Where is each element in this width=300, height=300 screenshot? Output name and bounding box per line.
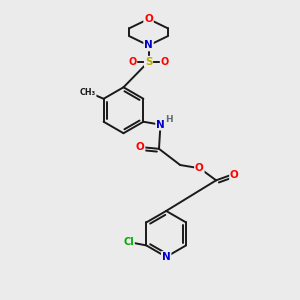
Text: N: N — [156, 120, 165, 130]
Text: S: S — [145, 57, 152, 67]
Text: N: N — [162, 252, 171, 262]
Text: N: N — [144, 40, 153, 50]
Text: CH₃: CH₃ — [80, 88, 96, 97]
Text: O: O — [230, 170, 239, 180]
Text: O: O — [128, 57, 136, 67]
Text: Cl: Cl — [123, 238, 134, 248]
Text: O: O — [144, 14, 153, 24]
Text: O: O — [136, 142, 145, 152]
Text: H: H — [165, 115, 172, 124]
Text: O: O — [160, 57, 169, 67]
Text: O: O — [195, 163, 204, 173]
